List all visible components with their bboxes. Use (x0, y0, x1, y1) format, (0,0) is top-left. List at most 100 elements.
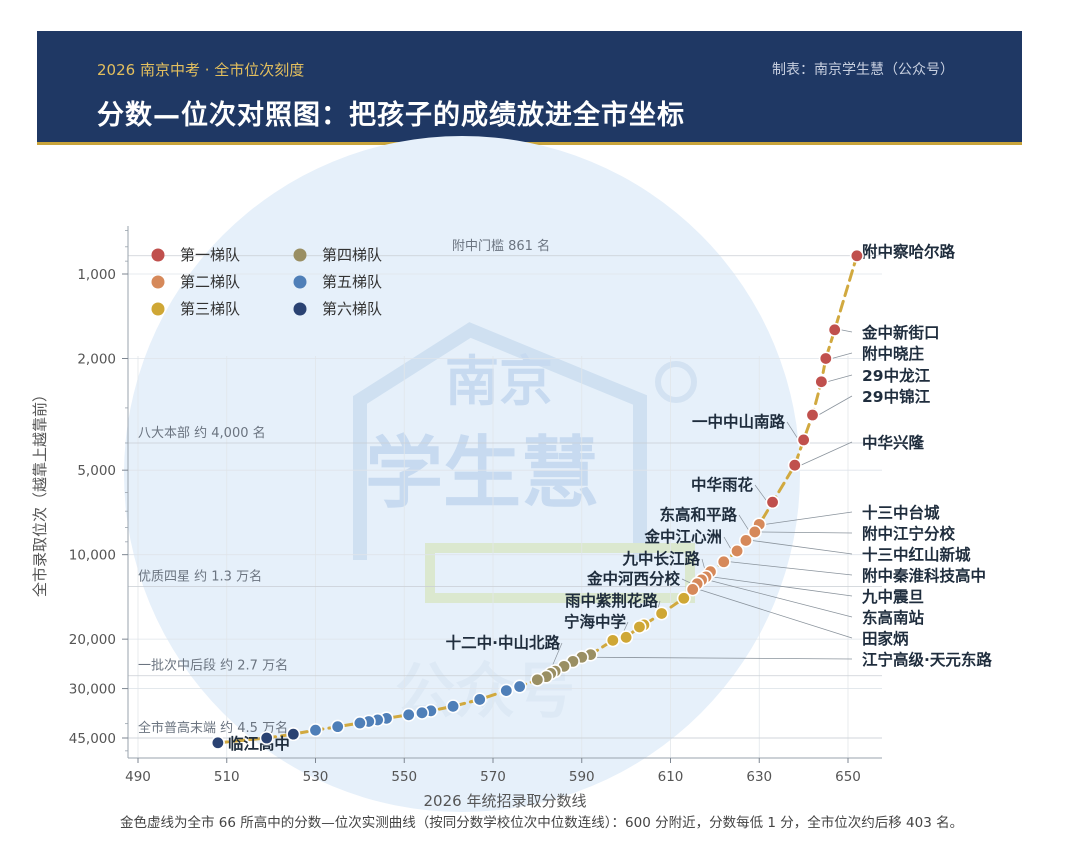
data-point (685, 582, 700, 597)
data-point (632, 619, 647, 634)
data-point (512, 679, 527, 694)
data-point (849, 248, 864, 263)
header-banner: 2026 南京中考 · 全市位次刻度 制表：南京学生慧（公众号） 分数—位次对照… (37, 31, 1022, 143)
data-point (730, 543, 745, 558)
reference-label: 一批次中后段 约 2.7 万名 (138, 658, 288, 674)
watermark-house-icon (353, 322, 647, 560)
data-point (472, 692, 487, 707)
point-annotation: 金中江心洲 (643, 527, 722, 546)
y-tick-label: 20,000 (69, 632, 116, 648)
chart-footnote: 金色虚线为全市 66 所高中的分数—位次实测曲线（按同分数学校位次中位数连线）：… (120, 815, 964, 831)
data-point (747, 524, 762, 539)
leader-line (707, 579, 853, 618)
leader-line (738, 514, 751, 533)
legend-label: 第五梯队 (322, 273, 382, 291)
legend-label: 第六梯队 (322, 300, 382, 318)
reference-label: 全市普高末端 约 4.5 万名 (138, 720, 288, 736)
watermark-disc (124, 136, 800, 812)
point-annotation: 金中河西分校 (586, 569, 681, 588)
y-tick-label: 10,000 (69, 548, 116, 564)
y-tick-label: 5,000 (77, 463, 116, 479)
x-tick-label: 650 (835, 769, 861, 785)
leader-line (831, 352, 853, 359)
point-annotation: 临江高中 (228, 734, 290, 753)
data-point (676, 591, 691, 606)
point-annotation: 宁海中学 (564, 612, 626, 631)
x-tick-label: 510 (214, 769, 240, 785)
leader-line (827, 374, 853, 383)
legend-swatch (151, 248, 165, 262)
leader-line (800, 441, 853, 466)
point-annotation: 附中晓庄 (862, 344, 925, 363)
legend-label: 第一梯队 (180, 246, 240, 264)
y-axis-title: 全市录取位次（越靠上越靠前） (31, 387, 49, 597)
point-annotation: 雨中紫荆花路 (565, 591, 659, 610)
legend-swatch (151, 302, 165, 316)
legend-label: 第三梯队 (180, 300, 240, 318)
point-annotation: 东高和平路 (659, 505, 737, 524)
leader-line (754, 484, 768, 503)
data-point (787, 458, 802, 473)
legend-swatch (293, 275, 307, 289)
data-point (738, 533, 753, 548)
watermark-text-1: 南京 (445, 350, 553, 413)
y-tick-label: 2,000 (77, 351, 116, 367)
leader-line (760, 531, 853, 534)
data-point (619, 630, 634, 645)
watermark-text-2: 学生慧 (365, 429, 599, 519)
leader-line (751, 540, 853, 555)
header-kicker: 2026 南京中考 · 全市位次刻度 (97, 61, 305, 79)
header-maker-credit: 制表：南京学生慧（公众号） (772, 62, 954, 78)
data-point (401, 707, 416, 722)
y-tick-label: 30,000 (69, 682, 116, 698)
point-annotation: 29中龙江 (862, 366, 931, 385)
point-annotation: 十二中·中山北路 (446, 633, 561, 652)
point-annotation: 中华雨花 (691, 475, 754, 494)
x-tick-label: 570 (480, 769, 506, 785)
data-point (446, 699, 461, 714)
data-point (818, 351, 833, 366)
point-annotation: 十三中台城 (862, 503, 940, 522)
data-point (530, 672, 545, 687)
leader-line (818, 395, 853, 416)
data-point (605, 633, 620, 648)
point-annotation: 金中新街口 (861, 323, 940, 342)
point-annotation: 东高南站 (862, 608, 925, 627)
legend-swatch (293, 302, 307, 316)
point-annotation: 九中长江路 (621, 549, 700, 568)
leader-line (698, 589, 853, 639)
leader-line (840, 329, 853, 333)
point-annotation: 田家炳 (862, 629, 909, 648)
point-annotation: 附中察哈尔路 (862, 242, 956, 261)
point-annotation: 附中秦淮科技高中 (862, 566, 986, 585)
x-tick-label: 630 (746, 769, 772, 785)
x-axis-title: 2026 年统招录取分数线 (424, 792, 587, 810)
data-point (827, 322, 842, 337)
watermark-base-icon (425, 543, 695, 603)
data-point (352, 716, 367, 731)
data-point (499, 683, 514, 698)
reference-label: 八大本部 约 4,000 名 (138, 425, 266, 441)
legend-label: 第四梯队 (322, 246, 382, 264)
point-annotation: 中华兴隆 (862, 433, 925, 452)
x-tick-label: 610 (658, 769, 684, 785)
data-point (805, 408, 820, 423)
reference-label: 优质四星 约 1.3 万名 (138, 569, 262, 585)
reference-label: 附中门槛 861 名 (452, 238, 550, 254)
data-point (414, 705, 429, 720)
data-point (286, 727, 301, 742)
data-point (259, 730, 274, 745)
data-point (814, 374, 829, 389)
leader-line (729, 561, 853, 576)
point-annotation: 江宁高级·天元东路 (862, 650, 992, 669)
data-point (796, 432, 811, 447)
page-title: 分数—位次对照图：把孩子的成绩放进全市坐标 (97, 100, 685, 131)
legend-swatch (151, 275, 165, 289)
data-point (210, 735, 225, 750)
leader-line (587, 656, 853, 660)
x-tick-label: 550 (391, 769, 417, 785)
watermark-bulb-icon (655, 361, 697, 403)
x-tick-label: 590 (569, 769, 595, 785)
